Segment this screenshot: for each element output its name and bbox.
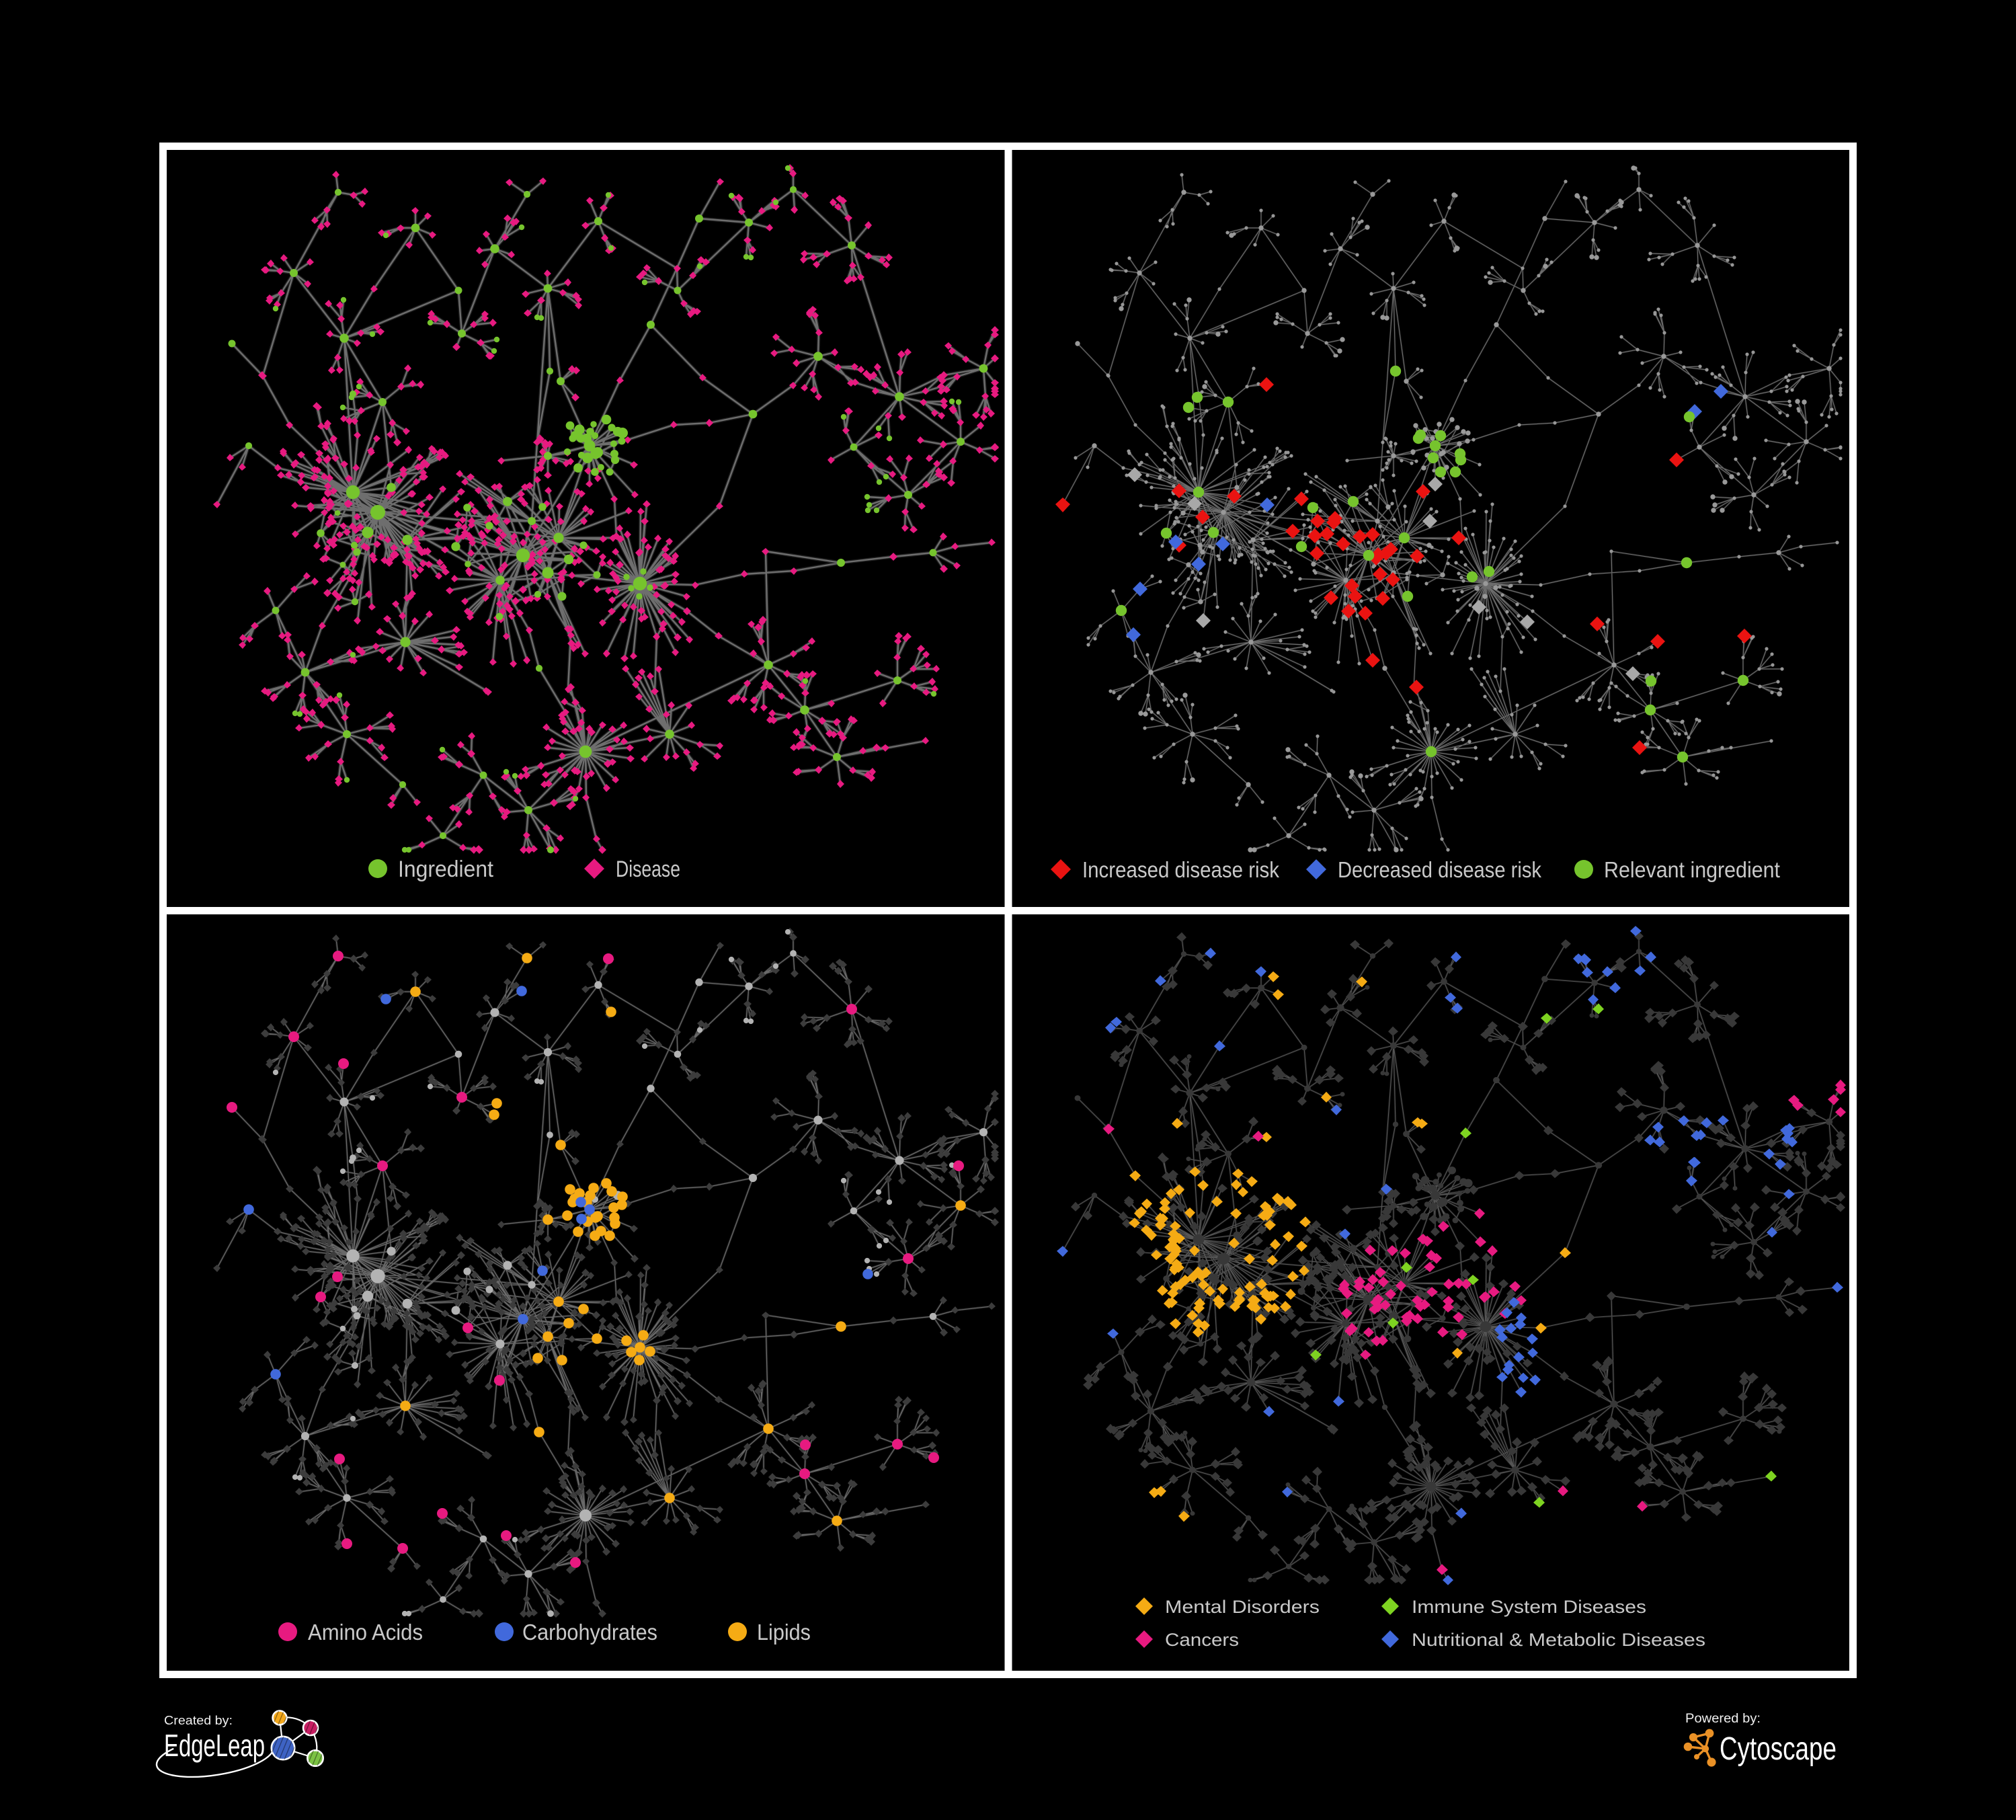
svg-text:Immune System Diseases: Immune System Diseases: [1412, 1597, 1646, 1617]
svg-text:Cancers: Cancers: [1165, 1630, 1239, 1650]
svg-text:Cytoscape: Cytoscape: [1720, 1731, 1837, 1767]
svg-text:Powered by:: Powered by:: [1685, 1712, 1761, 1726]
svg-text:Nutritional & Metabolic Diseas: Nutritional & Metabolic Diseases: [1412, 1630, 1705, 1650]
svg-text:Ingredient: Ingredient: [398, 857, 494, 882]
svg-text:Created by:: Created by:: [164, 1714, 233, 1727]
svg-text:Disease: Disease: [616, 857, 680, 882]
svg-text:Relevant ingredient: Relevant ingredient: [1604, 857, 1780, 882]
svg-text:Amino Acids: Amino Acids: [308, 1620, 423, 1645]
svg-text:Increased disease risk: Increased disease risk: [1082, 857, 1279, 882]
svg-text:Mental Disorders: Mental Disorders: [1165, 1597, 1320, 1617]
svg-text:EdgeLeap: EdgeLeap: [164, 1728, 265, 1763]
svg-text:Lipids: Lipids: [757, 1620, 811, 1645]
svg-text:Decreased disease risk: Decreased disease risk: [1338, 857, 1541, 882]
svg-text:Carbohydrates: Carbohydrates: [522, 1620, 657, 1645]
